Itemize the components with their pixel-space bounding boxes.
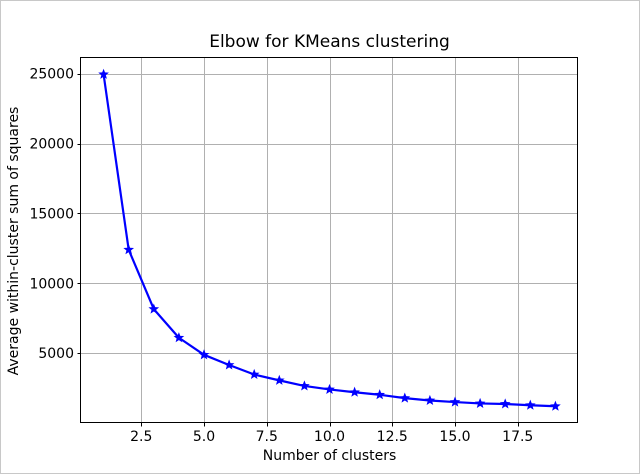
data-point-star-marker: [424, 394, 436, 406]
data-point-star-marker: [299, 380, 310, 391]
y-tick-label: 25000: [29, 67, 74, 83]
data-point-star-marker: [324, 383, 335, 394]
y-tick-label: 10000: [29, 276, 74, 292]
data-point-star-marker: [374, 389, 386, 400]
y-axis-label: Average within-cluster sum of squares: [6, 106, 22, 376]
data-point-star-marker: [148, 303, 160, 314]
data-point-star-marker: [550, 400, 561, 411]
x-tick-label: 17.5: [502, 429, 533, 445]
x-tick-label: 10.0: [314, 429, 345, 445]
data-point-star-marker: [223, 359, 235, 370]
y-tick-label: 5000: [38, 346, 74, 362]
data-point-star-marker: [524, 399, 536, 410]
data-point-star-marker: [273, 374, 285, 385]
data-point-star-marker: [499, 398, 511, 409]
x-tick-label: 2.5: [130, 429, 152, 445]
data-point-star-marker: [198, 349, 210, 360]
chart-title: Elbow for KMeans clustering: [209, 32, 450, 52]
axes-frame: [80, 57, 578, 423]
x-tick-label: 15.0: [439, 429, 470, 445]
data-point-star-marker: [399, 392, 411, 403]
y-tick-label: 15000: [29, 206, 74, 222]
data-point-star-marker: [248, 368, 260, 380]
x-tick-label: 12.5: [377, 429, 408, 445]
data-point-star-marker: [98, 68, 109, 79]
data-point-star-marker: [123, 244, 135, 255]
x-axis-label: Number of clusters: [262, 448, 397, 464]
data-point-star-marker: [349, 386, 360, 397]
data-point-star-marker: [173, 332, 185, 343]
elbow-line: [102, 73, 557, 408]
data-point-star-marker: [474, 397, 486, 408]
x-tick-label: 7.5: [256, 429, 278, 445]
y-tick-label: 20000: [29, 137, 74, 153]
x-tick-label: 5.0: [193, 429, 215, 445]
data-point-star-marker: [449, 396, 461, 407]
